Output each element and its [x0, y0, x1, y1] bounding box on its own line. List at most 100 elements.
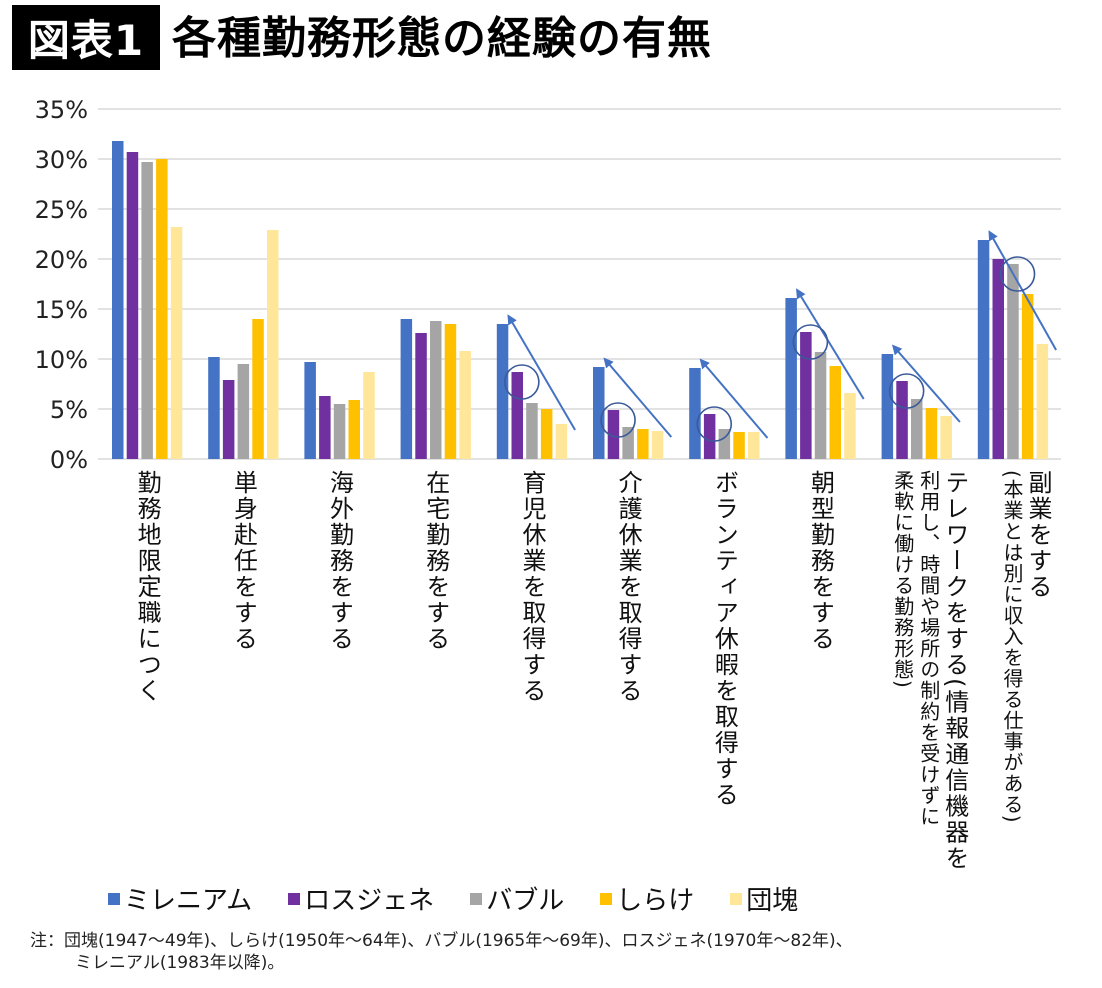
trend-arrow [603, 357, 673, 438]
bar-ミレニアム-6 [689, 368, 701, 459]
legend-label: バブル [486, 886, 565, 916]
bar-ロスジェネ-6 [703, 414, 716, 459]
y-tick-label: 0% [50, 446, 88, 470]
x-tick-label-main: 海外勤務をする [325, 470, 354, 652]
bar-ミレニアム-9 [977, 240, 990, 459]
highlight-circle [696, 406, 733, 442]
annotations [504, 230, 1057, 442]
bar-ロスジェネ-0 [126, 152, 139, 459]
bar-団塊-6 [748, 432, 760, 459]
bar-バブル-8 [911, 399, 923, 459]
legend-item: ロスジェネ [288, 880, 434, 917]
legend-item: しらけ [600, 880, 694, 917]
y-tick-label: 15% [35, 296, 88, 324]
y-tick-label: 20% [35, 246, 88, 274]
highlight-circle [600, 402, 636, 438]
bar-バブル-6 [718, 429, 731, 459]
x-tick-label: 朝型勤務をする [806, 470, 835, 652]
footnote: 注：団塊(1947〜49年)、しらけ(1950年〜64年)、バブル(1965年〜… [30, 930, 853, 974]
figure-number-badge: 図表1 [12, 5, 160, 70]
bar-しらけ-3 [444, 324, 457, 459]
bar-バブル-9 [1007, 264, 1019, 459]
bar-団塊-0 [170, 227, 183, 459]
bar-ミレニアム-3 [400, 319, 413, 459]
x-tick-label-main: 在宅勤務をする [421, 470, 450, 652]
bar-ロスジェネ-2 [319, 396, 331, 459]
bar-団塊-2 [363, 372, 375, 459]
bar-ミレニアム-2 [304, 362, 316, 459]
bar-ロスジェネ-4 [511, 372, 523, 459]
x-tick-label-main: 朝型勤務をする [806, 470, 835, 652]
x-tick-label: 勤務地限定職につく [133, 470, 161, 704]
bar-団塊-4 [555, 424, 568, 459]
bar-しらけ-8 [925, 408, 938, 459]
legend-label: 団塊 [746, 886, 799, 916]
bar-団塊-1 [267, 230, 279, 459]
legend-swatch [600, 892, 613, 905]
bar-団塊-7 [844, 393, 856, 459]
bar-ミレニアム-0 [112, 141, 124, 459]
bar-バブル-7 [814, 352, 827, 459]
highlight-circle [792, 324, 829, 360]
y-tick-label: 5% [50, 396, 88, 424]
x-tick-label-main: 介護休業を取得する [614, 470, 643, 704]
legend-item: ミレニアム [108, 880, 252, 917]
bar-バブル-3 [430, 321, 442, 459]
footnote-line-2: ミレニアル(1983年以降)。 [75, 953, 285, 973]
bar-しらけ-2 [348, 400, 360, 459]
bar-ミレニアム-8 [881, 354, 894, 459]
trend-arrow [699, 358, 769, 439]
bar-しらけ-4 [540, 409, 553, 459]
bar-団塊-5 [651, 431, 664, 459]
highlight-circle [888, 373, 925, 409]
bar-ミレニアム-4 [496, 324, 509, 459]
x-tick-label-sub: 柔軟に働ける勤務形態) [890, 470, 915, 689]
x-tick-label-sub: 利用し、時間や場所の制約を受けずに [916, 470, 941, 827]
bar-バブル-4 [526, 403, 538, 459]
x-tick-label-main: テレワークをする(情報通信機器を [940, 470, 969, 872]
y-axis-ticks: 0% 5% 10% 15% 20% 25% 30% 35% [35, 96, 88, 470]
bar-しらけ-9 [1021, 294, 1034, 459]
bar-ロスジェネ-5 [607, 410, 620, 459]
y-tick-label: 35% [35, 96, 88, 124]
bar-団塊-9 [1036, 344, 1049, 459]
bar-ロスジェネ-8 [896, 381, 908, 459]
highlight-circle [504, 364, 540, 400]
legend-swatch [470, 892, 483, 905]
bar-ミレニアム-1 [208, 357, 220, 459]
bar-ロスジェネ-9 [992, 259, 1004, 459]
bar-バブル-1 [237, 364, 250, 459]
trend-arrow [796, 288, 865, 400]
legend-swatch [730, 892, 743, 905]
bars [112, 141, 1049, 459]
bar-ロスジェネ-1 [222, 380, 235, 459]
x-tick-label: 育児休業を取得する [518, 470, 546, 704]
bar-バブル-0 [141, 162, 153, 459]
bar-しらけ-0 [156, 159, 168, 459]
bar-chart: 0% 5% 10% 15% 20% 25% 30% 35% [35, 96, 1061, 470]
bar-しらけ-1 [252, 319, 264, 459]
bar-しらけ-7 [829, 366, 841, 459]
legend-label: しらけ [616, 886, 695, 916]
bar-ロスジェネ-3 [415, 333, 427, 459]
legend-item: 団塊 [730, 880, 798, 917]
legend-item: バブル [470, 880, 564, 917]
x-tick-label-main: ボランティア休暇を取得する [710, 470, 739, 808]
x-tick-label-main: 単身赴任をする [229, 470, 258, 652]
bar-団塊-8 [940, 416, 952, 459]
chart-title: 各種勤務形態の経験の有無 [172, 13, 712, 64]
legend-swatch [288, 892, 301, 905]
legend: ミレニアム ロスジェネ バブル しらけ 団塊 [108, 880, 798, 917]
bar-しらけ-6 [733, 432, 745, 459]
bar-ミレニアム-5 [593, 367, 605, 459]
x-tick-label: 単身赴任をする [229, 470, 258, 652]
x-tick-label-main: 副業をする [1023, 470, 1052, 600]
x-tick-label: 海外勤務をする [325, 470, 354, 652]
bar-しらけ-5 [637, 429, 649, 459]
x-tick-label: テレワークをする(情報通信機器を 利用し、時間や場所の制約を受けずに 柔軟に働ける勤… [890, 470, 969, 872]
legend-label: ロスジェネ [304, 886, 435, 916]
bar-ミレニアム-7 [785, 298, 797, 459]
bar-ロスジェネ-7 [800, 332, 812, 459]
x-tick-label-sub: (本業とは別に収入を得る仕事がある) [999, 470, 1024, 824]
footnote-line-1: 注：団塊(1947〜49年)、しらけ(1950年〜64年)、バブル(1965年〜… [30, 931, 853, 951]
